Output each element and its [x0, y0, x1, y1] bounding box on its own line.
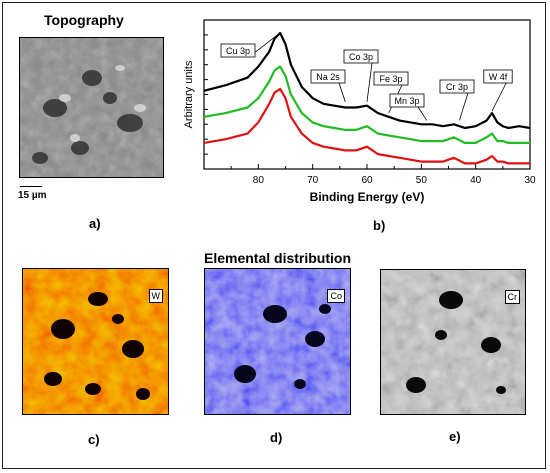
w-map-tag: W	[148, 289, 163, 303]
peak-label-box	[310, 69, 346, 84]
x-tick-label: 30	[524, 175, 536, 186]
peak-label: Cu 3p	[226, 46, 250, 56]
co-map-tag: Co	[327, 289, 345, 303]
x-tick-label: 50	[416, 175, 428, 186]
co-map-image: Co	[204, 268, 351, 415]
w-map-image: W	[22, 268, 169, 415]
spectrum-line-0	[203, 31, 531, 130]
panel-label-a: a)	[89, 216, 101, 231]
panel-label-b: b)	[373, 218, 386, 233]
topography-title: Topography	[44, 12, 124, 28]
peak-label: Mn 3p	[394, 96, 419, 106]
cr-map-image: Cr	[380, 269, 526, 415]
peak-leader-line	[491, 82, 507, 112]
panel-label-d: d)	[270, 430, 283, 445]
peak-leader-line	[338, 82, 346, 102]
spectrum-line-2	[203, 87, 530, 165]
scale-bar	[20, 186, 42, 187]
x-tick-label: 60	[361, 175, 373, 186]
peak-label-box	[343, 49, 379, 64]
peak-label-box	[220, 43, 256, 58]
peak-label-box	[389, 93, 425, 108]
peak-leader-line	[366, 62, 373, 102]
spectrum-line-1	[203, 65, 530, 144]
peak-label: W 4f	[489, 72, 508, 82]
x-axis-label: Binding Energy (eV)	[310, 190, 425, 204]
cr-map-tag: Cr	[504, 290, 520, 304]
scale-bar-label: 15 µm	[18, 190, 47, 201]
peak-label: Na 2s	[316, 72, 340, 82]
panel-label-e: e)	[449, 429, 461, 444]
peak-leader-line	[458, 92, 469, 121]
xps-chart: 80 70 60 50 40 30 Binding Energy (eV) Arbitrary…	[183, 19, 536, 204]
peak-label-box	[483, 69, 513, 84]
x-tick-label: 70	[307, 175, 319, 186]
topography-image	[19, 37, 164, 178]
figure-frame	[2, 2, 546, 469]
x-tick-label: 80	[253, 175, 265, 186]
peak-leader-line	[417, 106, 428, 121]
peak-label: Cr 3p	[446, 82, 468, 92]
peak-label: Fe 3p	[379, 74, 402, 84]
peak-label-box	[373, 71, 409, 86]
y-axis-label: Arbitrary units	[183, 60, 195, 128]
peak-label-box	[439, 79, 475, 94]
panel-label-c: c)	[88, 432, 100, 447]
x-tick-label: 40	[470, 175, 482, 186]
elemental-title: Elemental distribution	[204, 250, 352, 266]
peak-label: Co 3p	[349, 52, 373, 62]
